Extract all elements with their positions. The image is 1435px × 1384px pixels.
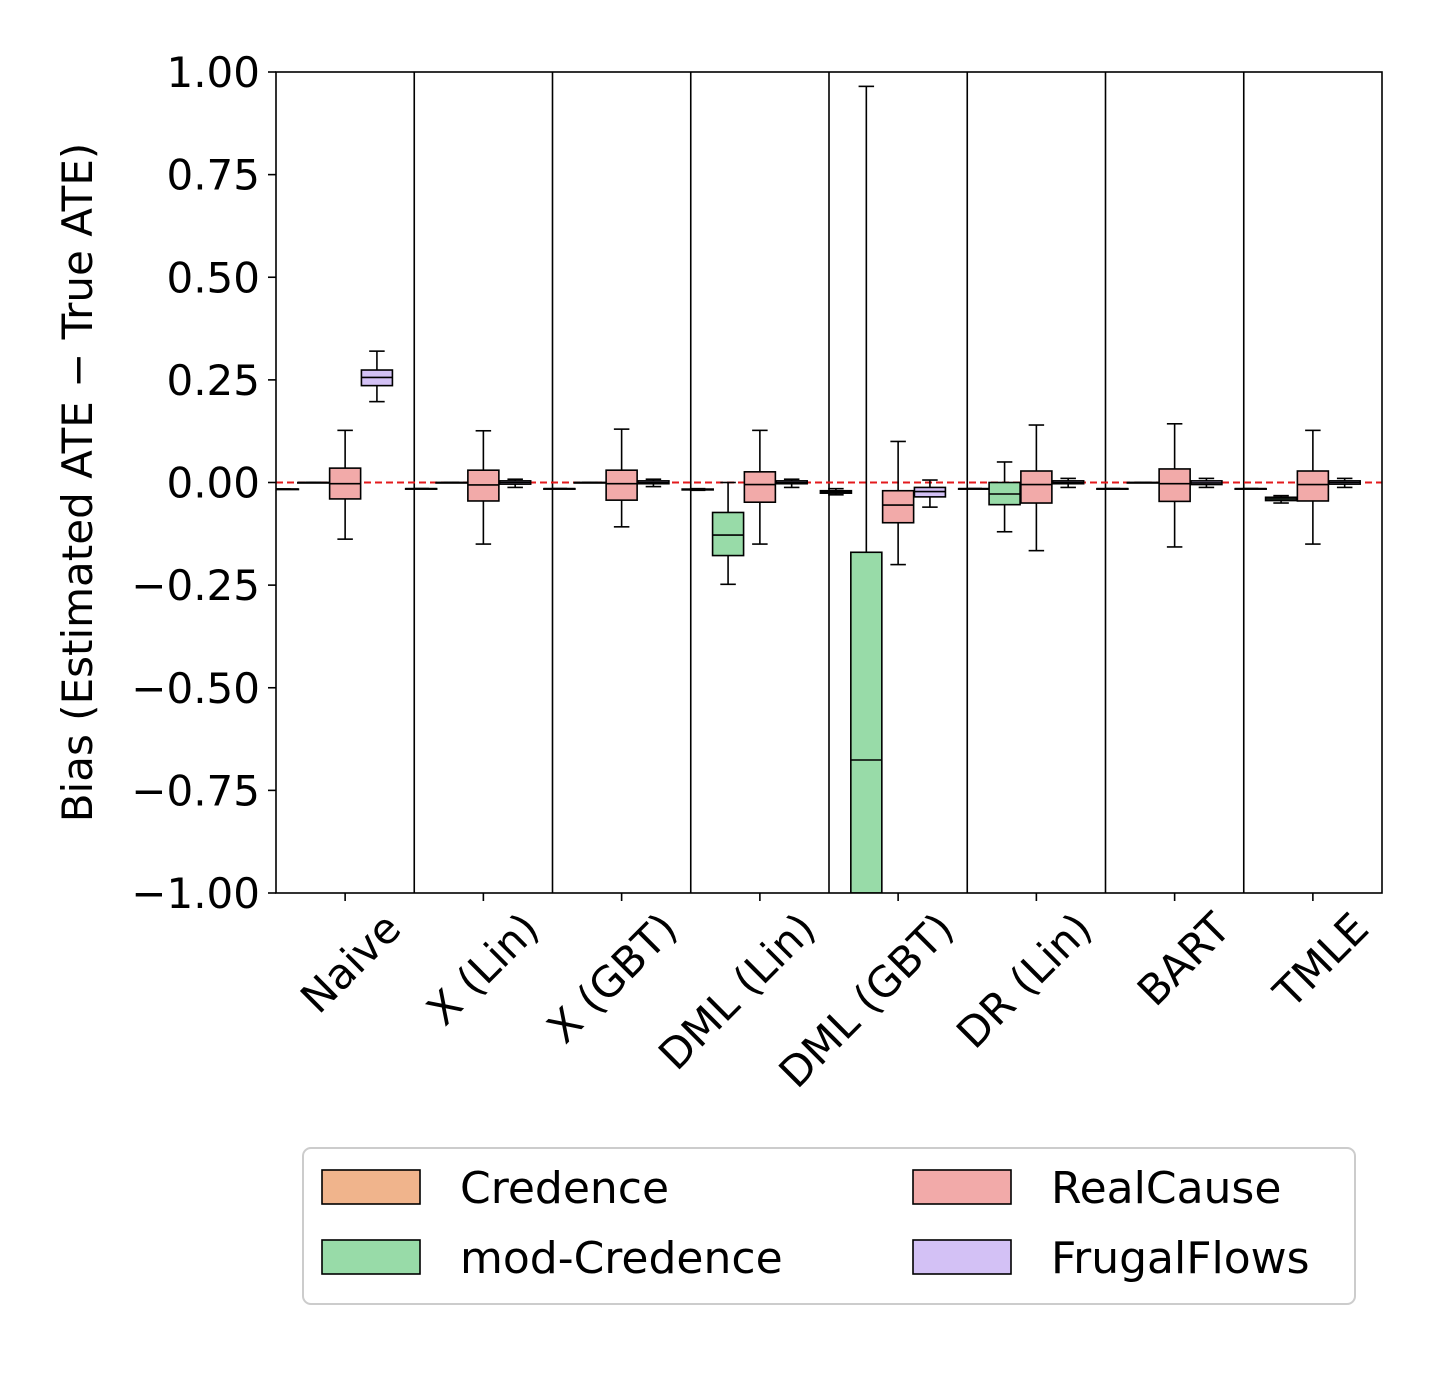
y-tick-label: −1.00 xyxy=(131,869,260,918)
box-realcause-dml-gbt xyxy=(881,440,915,566)
y-tick-label: 0.75 xyxy=(166,151,260,200)
box-credence-dml-gbt xyxy=(819,487,853,496)
box-body xyxy=(711,511,745,557)
box-credence-naive xyxy=(276,488,300,491)
legend-frame xyxy=(302,1147,1356,1305)
box-credence-x-lin xyxy=(404,487,438,490)
y-axis-label: Bias (Estimated ATE − True ATE) xyxy=(53,143,102,823)
box-frugalflows-dml-lin xyxy=(775,478,808,489)
box-realcause-dml-lin xyxy=(743,429,777,545)
box-credence-dr-lin xyxy=(957,487,991,490)
y-tick-label: −0.50 xyxy=(131,664,260,713)
y-tick-label: 1.00 xyxy=(166,48,260,97)
legend-label: FrugalFlows xyxy=(1051,1233,1310,1284)
box-mod-credence-x-lin xyxy=(435,481,468,484)
box-body xyxy=(881,489,915,524)
y-tick-label: 0.00 xyxy=(166,459,260,508)
box-body xyxy=(1020,470,1053,504)
box-frugalflows-dml-gbt xyxy=(913,479,947,508)
legend-label: RealCause xyxy=(1051,1163,1281,1214)
box-body xyxy=(1296,470,1330,502)
legend-item-frugalflows: FrugalFlows xyxy=(912,1233,1310,1284)
box-body xyxy=(743,471,777,504)
box-frugalflows-naive xyxy=(360,350,394,403)
box-mod-credence-dml-lin xyxy=(711,481,745,586)
boxes-group xyxy=(276,85,1361,893)
box-body xyxy=(850,551,883,893)
box-mod-credence-naive xyxy=(297,481,330,484)
box-mod-credence-dml-gbt xyxy=(850,85,883,893)
box-mod-credence-dr-lin xyxy=(988,461,1021,533)
box-credence-dml-lin xyxy=(681,487,714,492)
box-frugalflows-dr-lin xyxy=(1051,477,1085,489)
box-frugalflows-x-gbt xyxy=(637,478,670,488)
y-tick-label: −0.25 xyxy=(131,561,260,610)
box-realcause-naive xyxy=(328,429,362,540)
y-tick-label: −0.75 xyxy=(131,766,260,815)
box-mod-credence-bart xyxy=(1126,481,1160,484)
box-body xyxy=(1158,468,1191,503)
legend-item-realcause: RealCause xyxy=(912,1163,1281,1214)
box-credence-tmle xyxy=(1234,487,1267,490)
box-frugalflows-bart xyxy=(1190,477,1223,489)
legend-swatch xyxy=(912,1239,1012,1275)
legend-label: mod-Credence xyxy=(460,1233,783,1284)
legend-swatch xyxy=(321,1169,421,1205)
box-frugalflows-x-lin xyxy=(498,478,532,489)
box-realcause-x-gbt xyxy=(605,428,638,528)
legend-item-mod-credence: mod-Credence xyxy=(321,1233,783,1284)
y-tick-label: 0.25 xyxy=(166,356,260,405)
box-frugalflows-tmle xyxy=(1328,477,1361,489)
box-body xyxy=(605,469,638,501)
legend-label: Credence xyxy=(460,1163,669,1214)
box-realcause-x-lin xyxy=(467,429,500,545)
box-mod-credence-x-gbt xyxy=(573,481,607,484)
box-realcause-dr-lin xyxy=(1020,424,1053,552)
box-realcause-tmle xyxy=(1296,429,1330,545)
legend-item-credence: Credence xyxy=(321,1163,669,1214)
legend-swatch xyxy=(912,1169,1012,1205)
box-credence-x-gbt xyxy=(543,487,576,490)
legend-swatch xyxy=(321,1239,421,1275)
y-tick-label: 0.50 xyxy=(166,253,260,302)
box-credence-bart xyxy=(1096,487,1129,490)
